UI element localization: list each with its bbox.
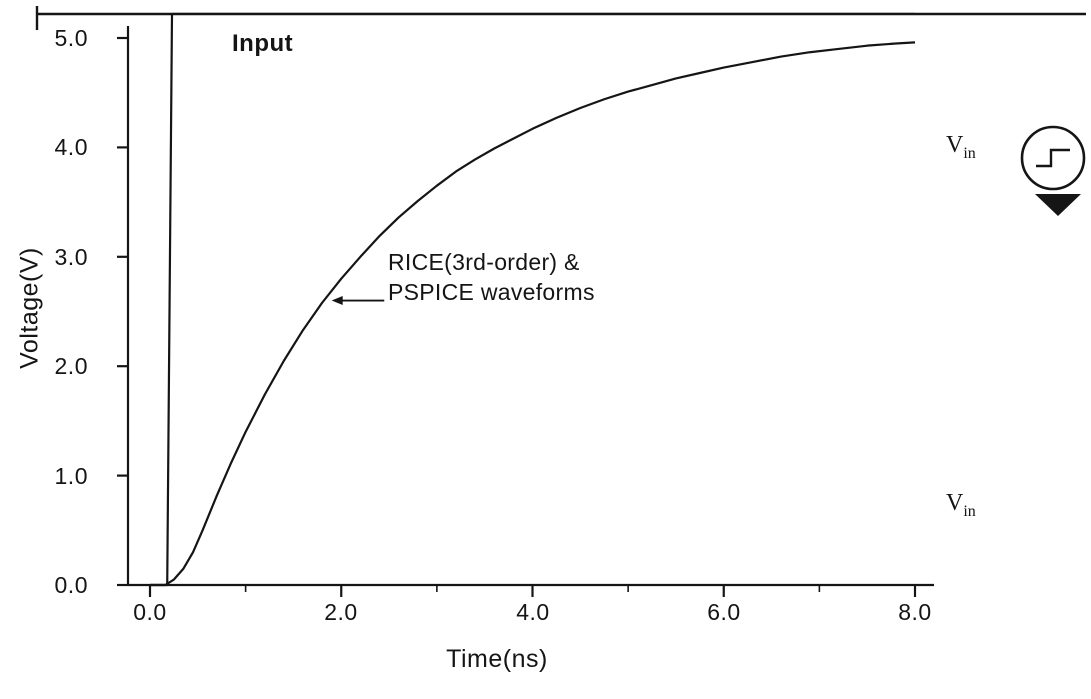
step-waveform-icon — [1036, 148, 1070, 168]
vin-base: V — [946, 490, 964, 516]
y-tick-label: 3.0 — [54, 244, 88, 270]
vin-subscript: in — [963, 144, 976, 162]
y-tick-label: 1.0 — [54, 463, 88, 489]
vin-base: V — [946, 132, 964, 158]
x-tick-label: 8.0 — [898, 599, 932, 625]
down-arrow-icon — [1035, 194, 1081, 216]
y-tick-label: 5.0 — [54, 25, 88, 51]
input-curve-label: Input — [232, 30, 294, 57]
x-axis-title: Time(ns) — [446, 645, 548, 673]
waveform-annotation-line2: PSPICE waveforms — [388, 279, 595, 305]
vin-source-label: Vin — [946, 132, 976, 163]
x-tick-label: 0.0 — [133, 599, 167, 625]
vin-node-label: Vin — [946, 490, 976, 521]
voltage-source-circle-icon — [1020, 125, 1086, 191]
vin-subscript: in — [963, 502, 976, 520]
y-axis-title: Voltage(V) — [15, 247, 44, 369]
source-circuit-fragment — [1020, 125, 1086, 216]
y-tick-label: 4.0 — [54, 134, 88, 160]
plot-generated-layer — [35, 6, 1086, 597]
x-tick-label: 6.0 — [707, 599, 741, 625]
x-tick-label: 4.0 — [516, 599, 550, 625]
waveform-annotation-line1: RICE(3rd-order) & — [388, 249, 580, 275]
x-tick-label: 2.0 — [324, 599, 358, 625]
y-tick-label: 2.0 — [54, 353, 88, 379]
y-tick-label: 0.0 — [54, 572, 88, 598]
